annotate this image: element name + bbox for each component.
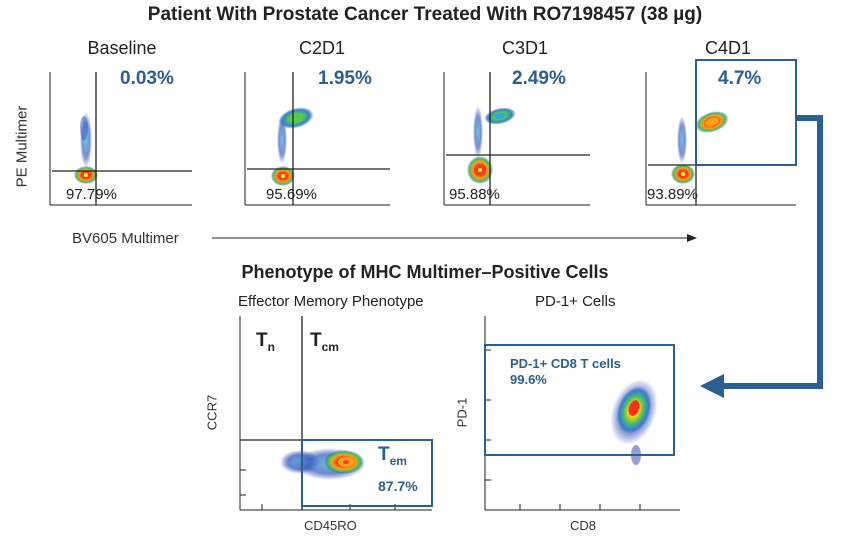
connector-arrow — [700, 115, 823, 398]
pd1-ticks — [485, 349, 641, 510]
plot-baseline — [49, 72, 192, 206]
pct-negative-c2d1: 95.69% — [266, 186, 317, 203]
density-dots-c3d1 — [467, 106, 516, 184]
quadrant-label-tem: Tem — [378, 444, 407, 468]
quadrant-label-tn: Tn — [256, 330, 275, 354]
panel-title-c4d1: C4D1 — [704, 38, 752, 58]
panel-title-c3d1: C3D1 — [501, 38, 549, 58]
plot-c2d1 — [244, 72, 390, 206]
pct-negative-c3d1: 95.88% — [449, 186, 500, 203]
plot-pd1 — [484, 316, 680, 511]
plot-c4d1 — [645, 59, 797, 206]
gate-box-tem — [301, 439, 433, 507]
density-dots-c4d1 — [671, 111, 729, 184]
plot-effector-memory — [239, 316, 433, 511]
pct-positive-c2d1: 1.95% — [318, 68, 372, 89]
panel-title-baseline: Baseline — [87, 38, 157, 58]
plot-c3d1 — [443, 72, 590, 206]
pct-negative-baseline: 97.79% — [66, 186, 117, 203]
gate-box-c4d1 — [695, 59, 797, 166]
pd1-gate-percentage: 99.6% — [510, 372, 547, 387]
phenotype-title: Phenotype of MHC Multimer–Positive Cells — [241, 262, 609, 282]
x-axis-label-bv605-multimer: BV605 Multimer — [72, 230, 179, 247]
tem-percentage: 87.7% — [378, 478, 418, 494]
quadrant-label-tcm: Tcm — [310, 330, 339, 354]
gate-box-pd1 — [484, 344, 675, 456]
pd1-panel-title: PD-1+ Cells — [535, 293, 616, 310]
x-axis-label-cd8: CD8 — [570, 518, 597, 533]
pct-positive-baseline: 0.03% — [120, 68, 174, 89]
density-dots-effector — [280, 448, 366, 480]
density-dots-baseline — [74, 112, 98, 184]
x-axis-label-cd45ro: CD45RO — [304, 518, 357, 533]
pct-positive-c4d1: 4.7% — [718, 68, 762, 89]
pd1-gate-label: PD-1+ CD8 T cells — [510, 356, 621, 371]
figure-title: Patient With Prostate Cancer Treated Wit… — [147, 4, 703, 25]
pct-negative-c4d1: 93.89% — [647, 186, 698, 203]
effector-panel-title: Effector Memory Phenotype — [238, 293, 424, 310]
panel-title-c2d1: C2D1 — [298, 38, 346, 58]
pct-positive-c3d1: 2.49% — [512, 68, 566, 89]
density-dots-pd1 — [610, 379, 658, 465]
